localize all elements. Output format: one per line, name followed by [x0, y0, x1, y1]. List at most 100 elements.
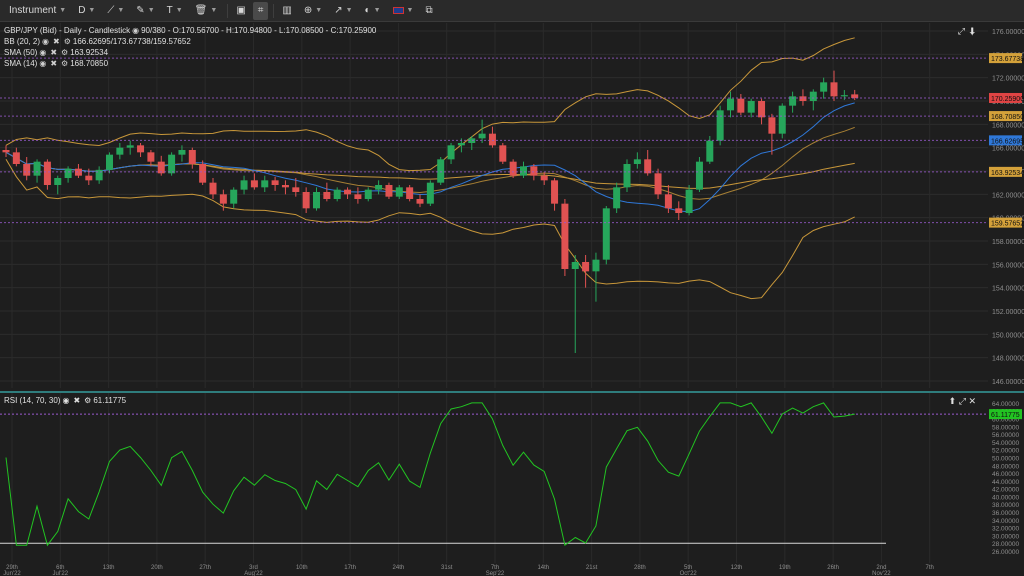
candle-body — [809, 91, 817, 101]
time-tick-month: Aug'22 — [244, 571, 263, 576]
time-axis[interactable]: 29th Jun'22 6th Jul'22 13th 20th 27th 3rd Aug'22… — [0, 563, 1024, 576]
delete-tool-button[interactable]: 🗑 ▼ — [190, 2, 223, 20]
candle-body — [106, 154, 113, 170]
rsi-line — [5, 402, 855, 547]
rsi-tick-label: 44.00000 — [992, 479, 1019, 486]
candle-body — [695, 161, 703, 190]
candle-body — [354, 194, 362, 199]
price-badge-text: 166.62695 — [991, 138, 1024, 145]
popout-button[interactable]: ⧉ — [420, 2, 437, 20]
arrow-up-icon[interactable]: ⬆ — [948, 396, 957, 406]
candle-body — [95, 169, 103, 181]
candle-body — [85, 175, 93, 181]
candle-body — [426, 182, 434, 204]
bar-chart-icon: ▥ — [282, 5, 292, 16]
candle-body — [468, 138, 476, 143]
rsi-tick-label: 64.00000 — [992, 401, 1019, 408]
eye-icon[interactable]: ◉ — [132, 26, 140, 35]
price-badge-text: 159.57652 — [991, 221, 1024, 228]
indicators-button[interactable]: ▥ — [277, 2, 296, 20]
close-icon[interactable]: ✕ — [968, 396, 976, 406]
candle-body — [12, 152, 20, 164]
text-tool-button[interactable]: T ▼ — [162, 2, 188, 20]
candle-body — [364, 189, 372, 199]
candle-body — [540, 175, 548, 181]
candle-body — [623, 164, 631, 188]
time-tick-month: Sep'22 — [486, 571, 505, 576]
rsi-tick-label: 52.00000 — [992, 448, 1019, 455]
line-tool-button[interactable]: ⟋ ▼ — [102, 2, 129, 20]
candle-body — [654, 173, 662, 195]
timeframe-dropdown[interactable]: D ▼ — [73, 2, 100, 20]
candle-body — [137, 145, 145, 153]
time-tick-day: 21st — [586, 565, 598, 571]
time-tick-day: 29th — [6, 565, 18, 571]
popout-icon: ⧉ — [425, 5, 433, 16]
gear-icon[interactable]: ⚙ — [61, 48, 69, 57]
price-chart-pane[interactable]: 176.00000174.00000172.00000170.00000168.… — [0, 23, 1024, 388]
candle-body — [685, 189, 693, 213]
rsi-label: RSI (14, 70, 30) — [4, 396, 61, 405]
close-icon[interactable]: ✖ — [53, 37, 60, 46]
trash-icon: 🗑 — [194, 5, 208, 16]
layout-button[interactable]: ▣ — [231, 2, 250, 20]
time-tick-day: 13th — [103, 565, 115, 571]
language-button[interactable]: ▼ — [388, 2, 419, 20]
candle-body — [230, 189, 238, 204]
rsi-tick-label: 38.00000 — [992, 502, 1019, 509]
candle-body — [219, 194, 227, 204]
price-tick-label: 158.00000 — [992, 239, 1024, 246]
time-tick-day: 6th — [56, 565, 64, 571]
pen-tool-button[interactable]: ✎ ▼ — [131, 2, 159, 20]
sma50-line — [5, 151, 855, 190]
price-tick-label: 156.00000 — [992, 262, 1024, 269]
rsi-tick-label: 30.00000 — [992, 533, 1019, 540]
gear-icon[interactable]: ⚙ — [84, 396, 92, 405]
candle-body — [199, 164, 207, 183]
rsi-badge-text: 61.11775 — [991, 412, 1020, 419]
expand-icon[interactable]: ⤢ — [957, 26, 966, 36]
price-tick-label: 162.00000 — [992, 192, 1024, 199]
share-button[interactable]: ↗ ▼ — [329, 2, 357, 20]
rsi-pane[interactable]: 64.0000062.0000060.0000058.0000056.00000… — [0, 391, 1024, 563]
time-tick-day: 27th — [199, 565, 211, 571]
gear-icon[interactable]: ⚙ — [63, 37, 71, 46]
bb-values: 166.62695/173.67738/159.57652 — [72, 37, 191, 46]
expand-icon[interactable]: ⤢ — [958, 396, 966, 406]
chevron-down-icon: ▼ — [175, 7, 183, 14]
rsi-chart[interactable]: 64.0000062.0000060.0000058.0000056.00000… — [0, 393, 1024, 563]
eye-icon[interactable]: ◉ — [39, 48, 47, 57]
candle-body — [416, 199, 424, 204]
rsi-tick-label: 26.00000 — [992, 549, 1019, 556]
eye-icon[interactable]: ◉ — [62, 396, 70, 405]
eye-icon[interactable]: ◉ — [42, 37, 49, 46]
candle-body — [747, 101, 755, 113]
candle-body — [64, 168, 72, 178]
eye-icon[interactable]: ◉ — [39, 59, 47, 68]
zoom-button[interactable]: ⊕ ▼ — [299, 2, 327, 20]
chart-legend: GBP/JPY (Bid) - Daily - Candlestick ◉ 90… — [4, 25, 376, 69]
gear-icon[interactable]: ⚙ — [61, 59, 69, 68]
theme-button[interactable]: ◐ ▼ — [360, 2, 386, 20]
rsi-tick-label: 56.00000 — [992, 432, 1019, 439]
time-tick-day: 7th — [926, 565, 934, 571]
crosshair-button[interactable]: ⌗ — [252, 1, 269, 20]
candle-body — [33, 161, 41, 176]
chevron-down-icon: ▼ — [373, 7, 381, 14]
close-icon[interactable]: ✖ — [73, 396, 81, 405]
toolbar-divider — [227, 3, 229, 18]
candle-body — [240, 180, 248, 190]
candle-body — [778, 105, 786, 134]
toolbar-divider — [273, 3, 275, 18]
close-icon[interactable]: ✖ — [50, 48, 58, 57]
candle-body — [457, 143, 465, 146]
arrow-down-icon[interactable]: ⬇ — [969, 26, 976, 36]
candle-body — [520, 166, 527, 176]
close-icon[interactable]: ✖ — [50, 59, 58, 68]
candle-body — [664, 194, 672, 209]
time-tick-day: 14th — [537, 565, 549, 571]
instrument-dropdown[interactable]: Instrument ▼ — [4, 2, 71, 20]
time-tick-day: 3rd — [249, 565, 258, 571]
candle-body — [116, 147, 124, 155]
price-chart[interactable]: 176.00000174.00000172.00000170.00000168.… — [0, 23, 1024, 388]
